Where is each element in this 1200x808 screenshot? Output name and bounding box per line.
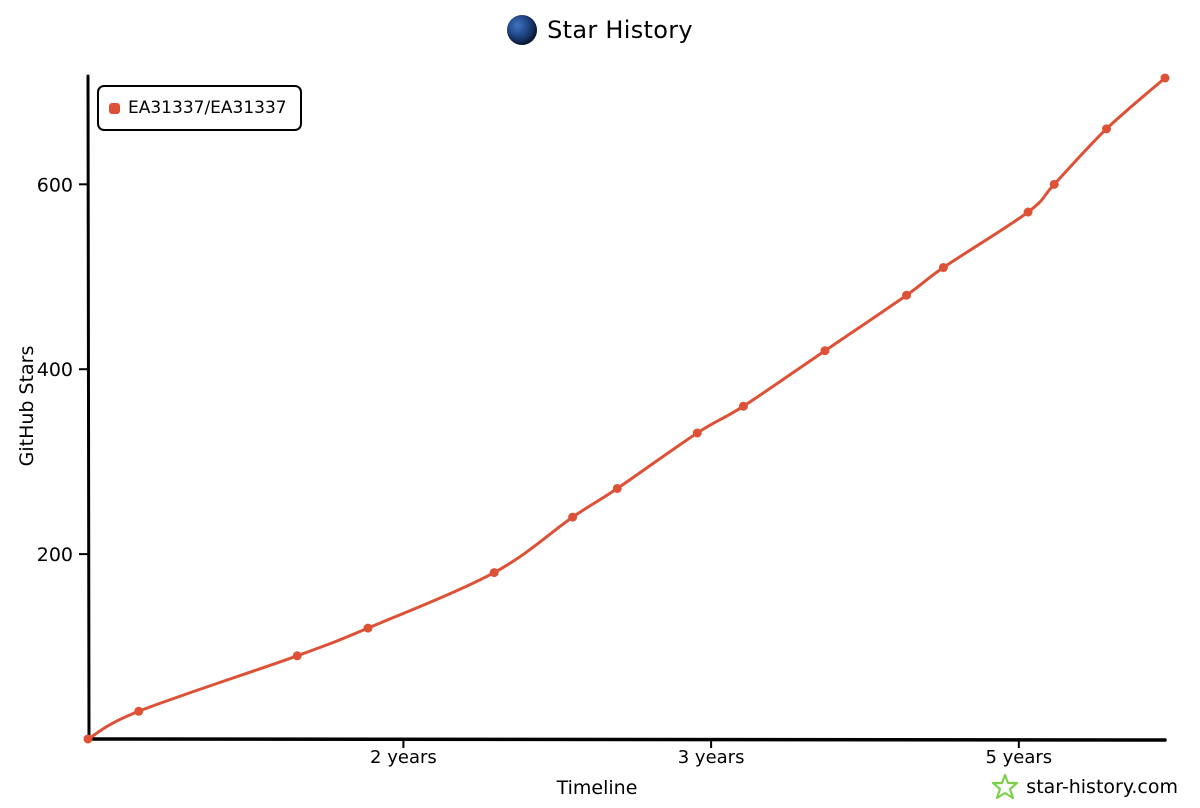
- legend-label: EA31337/EA31337: [128, 98, 287, 118]
- x-axis-line: [84, 737, 1167, 742]
- data-point: [1049, 179, 1059, 189]
- y-tick-label: 600: [37, 174, 73, 196]
- data-point: [938, 263, 948, 273]
- chart-series: [83, 73, 1170, 744]
- y-tick-label: 400: [37, 359, 73, 381]
- chart-legend: EA31337/EA31337: [97, 85, 302, 131]
- data-point: [134, 706, 144, 716]
- data-point: [612, 483, 622, 493]
- y-axis-label: GitHub Stars: [16, 346, 38, 467]
- watermark[interactable]: star-history.com: [992, 774, 1178, 800]
- data-point: [820, 346, 830, 356]
- chart-ticks: 200 400 600 2 years 3 years 5 years: [37, 174, 1052, 768]
- legend-swatch: [109, 102, 120, 114]
- watermark-text: star-history.com: [1026, 776, 1178, 798]
- x-tick-label: 3 years: [678, 747, 745, 768]
- chart-title: Star History: [547, 16, 693, 44]
- x-tick-label: 2 years: [370, 747, 437, 768]
- series-line: [86, 76, 1167, 741]
- data-point: [292, 651, 302, 661]
- chart-header: Star History: [0, 10, 1200, 50]
- data-point: [83, 734, 93, 744]
- x-axis-label: Timeline: [556, 777, 638, 799]
- chart-axes: [84, 74, 1167, 743]
- star-logo-icon: [992, 774, 1019, 800]
- y-tick-label: 200: [37, 544, 73, 566]
- globe-icon: [507, 15, 538, 45]
- data-point: [1023, 207, 1033, 217]
- data-point: [902, 290, 912, 300]
- data-point: [1160, 73, 1170, 83]
- x-tick-label: 5 years: [985, 747, 1052, 768]
- data-point: [363, 623, 373, 633]
- data-point: [489, 568, 499, 578]
- data-point: [1102, 124, 1112, 134]
- data-point: [568, 512, 578, 522]
- data-point: [692, 428, 702, 438]
- data-point: [738, 401, 748, 411]
- y-axis-line: [86, 74, 91, 743]
